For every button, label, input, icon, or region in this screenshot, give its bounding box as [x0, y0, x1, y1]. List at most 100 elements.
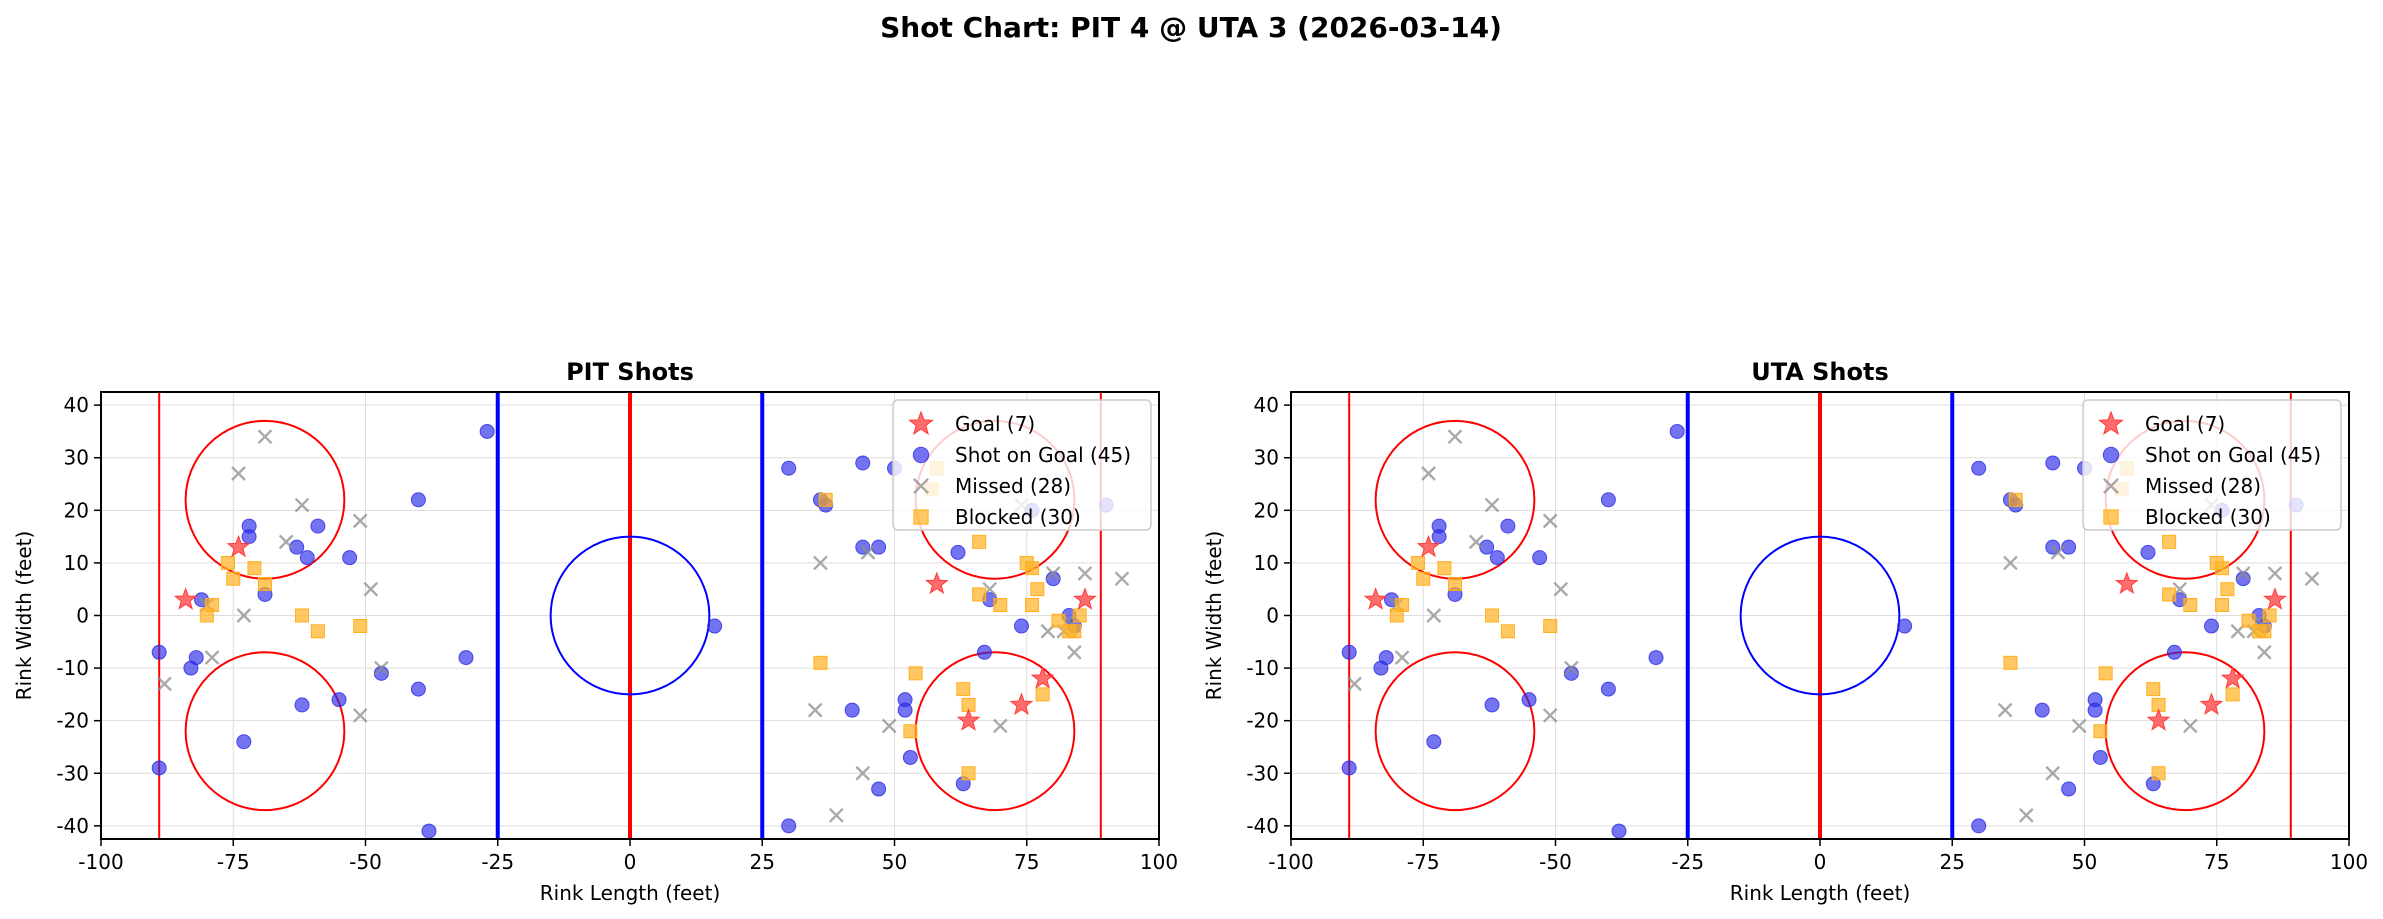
blocked-shot-marker [2151, 766, 2166, 781]
blocked-shot-marker [2241, 613, 2256, 628]
x-tick-label: 100 [1140, 850, 1178, 874]
blocked-shot-marker [205, 597, 220, 612]
axis-ticks: -100 -75 -50 -25 0 25 50 75 100-40-30-20-1001020… [56, 393, 1178, 874]
x-tick-label: 100 [2330, 850, 2368, 874]
shot-on-goal-marker [781, 818, 797, 834]
blocked-shot-marker [2225, 687, 2240, 702]
goal-marker [1073, 587, 1097, 610]
missed-shot-marker [2045, 765, 2061, 781]
x-tick-label: 75 [1014, 850, 1039, 874]
missed-shot-marker [1553, 581, 1569, 597]
x-tick-label: -100 [1268, 850, 1313, 874]
shot-on-goal-marker [1500, 518, 1516, 534]
faceoff-circle [1374, 651, 1536, 812]
blocked-shot-marker [1025, 597, 1040, 612]
missed-shot-marker [1447, 429, 1463, 445]
blocked-shot-marker [972, 587, 987, 602]
legend-blocked-marker [2103, 509, 2119, 525]
shot-on-goal-marker [1971, 460, 1987, 476]
missed-shot-marker [236, 608, 252, 623]
legend-box [892, 399, 1152, 531]
y-tick-label: 30 [64, 446, 89, 470]
blocked-shot-marker [1067, 624, 1082, 639]
x-tick-label: 25 [1940, 850, 1965, 874]
goal-marker [226, 534, 251, 558]
shot-on-goal-marker [2092, 749, 2108, 765]
rink-markings [158, 392, 1102, 839]
x-tick-label: 50 [882, 850, 907, 874]
missed-shot-marker [1394, 650, 1410, 665]
goal-marker [173, 587, 198, 610]
blocked-shot-marker [2098, 666, 2113, 681]
blocked-shot-marker [1447, 576, 1462, 591]
legend: Goal (7) Shot on Goal (45) Missed (28) Bloc… [892, 399, 1152, 531]
shot-on-goal-marker [902, 749, 918, 765]
legend-label: Blocked (30) [955, 505, 1081, 529]
x-tick-label: 0 [1814, 850, 1827, 874]
x-tick-label: -100 [78, 850, 123, 874]
shot-on-goal-marker [2061, 781, 2077, 797]
legend-blocked-marker [913, 509, 929, 525]
blocked-shot-marker [353, 619, 368, 634]
legend-goal-marker [2098, 410, 2124, 435]
y-tick-label: -30 [56, 761, 89, 785]
goal-marker [2114, 571, 2139, 595]
shot-on-goal-marker [410, 681, 426, 697]
blocked-shot-marker [2220, 582, 2235, 597]
blocked-shot-marker [220, 555, 235, 570]
blocked-shot-marker [2183, 597, 2198, 612]
blocked-shot-marker [1025, 561, 1040, 576]
goal-marker [1363, 587, 1388, 610]
goal-marker [2199, 692, 2224, 715]
x-tick-label: 50 [2072, 850, 2097, 874]
y-axis-label: Rink Width (feet) [1202, 531, 1226, 701]
goal-marker [1009, 692, 1034, 715]
legend-label: Missed (28) [955, 474, 1071, 498]
y-tick-label: -10 [56, 656, 89, 680]
missed-shot-marker [2018, 807, 2034, 823]
shot-on-goal-marker [342, 550, 358, 566]
missed-shot-marker [294, 497, 310, 513]
shot-on-goal-marker [1045, 571, 1061, 587]
y-tick-label: 30 [1254, 446, 1279, 470]
shot-on-goal-marker [976, 644, 992, 660]
shot-on-goal-marker [294, 697, 310, 713]
blocked-shot-marker [1485, 608, 1500, 623]
blocked-shot-marker [2162, 534, 2177, 549]
shot-on-goal-marker [310, 518, 326, 534]
y-tick-label: 40 [64, 393, 89, 417]
goal-marker [2220, 666, 2245, 689]
missed-shot-marker [2304, 571, 2320, 587]
missed-shot-marker [813, 555, 828, 571]
shot-on-goal-marker [781, 460, 797, 476]
blocked-shot-marker [1410, 555, 1425, 570]
missed-shot-marker [2267, 566, 2283, 581]
missed-shot-marker [1997, 702, 2013, 718]
blocked-shot-marker [2262, 608, 2277, 623]
y-tick-label: 10 [1254, 551, 1279, 575]
missed-shot-marker [1114, 571, 1130, 587]
figure-title: Shot Chart: PIT 4 @ UTA 3 (2026-03-14) [880, 11, 1502, 44]
blocked-shot-marker [1395, 597, 1410, 612]
missed-shot-marker [1542, 513, 1558, 529]
missed-shot-marker [1564, 660, 1579, 676]
shot-on-goal-marker [2203, 618, 2219, 634]
legend: Goal (7) Shot on Goal (45) Missed (28) Bloc… [2082, 399, 2342, 531]
shot-on-goal-marker [2045, 455, 2061, 471]
blocked-shot-marker [903, 724, 918, 739]
shot-on-goal-marker [897, 702, 913, 718]
chart-title: PIT Shots [566, 358, 694, 386]
shot-on-goal-marker [151, 644, 167, 660]
shot-on-goal-marker [458, 650, 474, 666]
shot-on-goal-marker [1600, 681, 1616, 697]
missed-shot-marker [1067, 644, 1082, 660]
shot-on-goal-marker [410, 492, 426, 508]
x-tick-label: -50 [349, 850, 382, 874]
y-tick-label: -20 [1246, 709, 1279, 733]
blocked-shot-marker [2257, 624, 2272, 639]
legend-label: Goal (7) [955, 412, 1035, 436]
blocked-shot-marker [2093, 724, 2108, 739]
shot-on-goal-marker [2034, 702, 2050, 718]
blocked-shot-marker [818, 492, 833, 507]
blocked-shot-marker [1035, 687, 1050, 702]
